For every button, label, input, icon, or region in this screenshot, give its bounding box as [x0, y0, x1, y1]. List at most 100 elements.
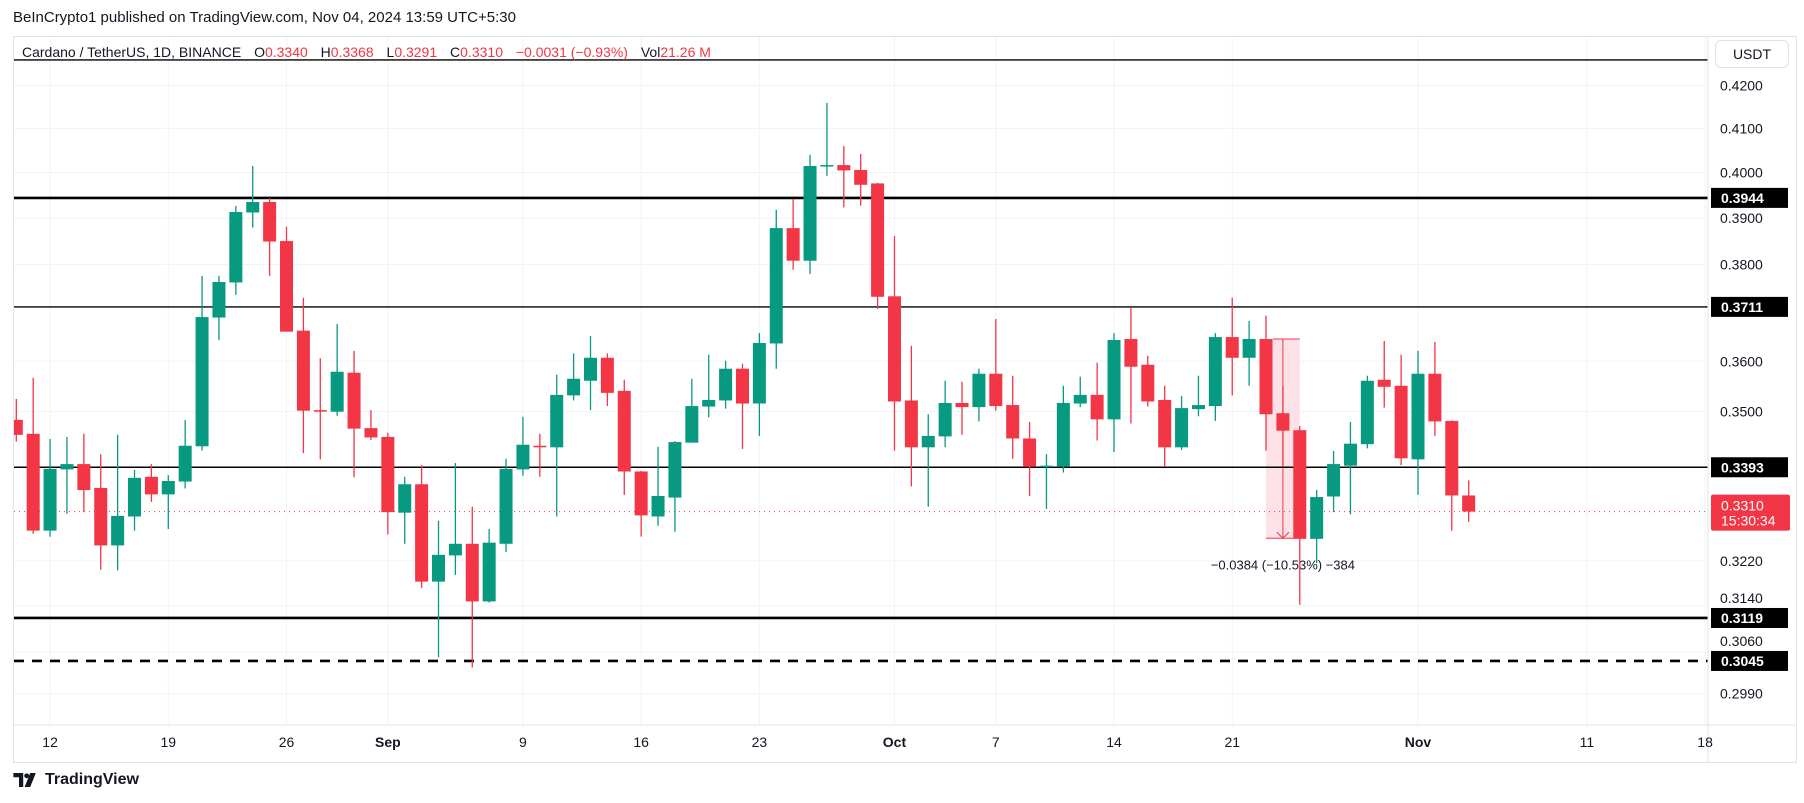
candle-down[interactable] [1124, 306, 1138, 424]
candle-up[interactable] [769, 209, 783, 369]
candle-body [1445, 420, 1459, 496]
candle-down[interactable] [735, 363, 749, 449]
candle-up[interactable] [651, 446, 665, 526]
candle-up[interactable] [43, 438, 57, 537]
candle-down[interactable] [955, 381, 969, 435]
candle-down[interactable] [296, 297, 310, 454]
candle-down[interactable] [280, 226, 294, 332]
candle-up[interactable] [111, 434, 125, 571]
candle-down[interactable] [871, 182, 885, 309]
candle-down[interactable] [634, 470, 648, 537]
candle-up[interactable] [178, 419, 192, 489]
candle-down[interactable] [904, 345, 918, 487]
candle-up[interactable] [161, 475, 175, 529]
candle-up[interactable] [229, 206, 243, 295]
candle-up[interactable] [448, 463, 462, 575]
candle-down[interactable] [1141, 355, 1155, 407]
candle-up[interactable] [702, 354, 716, 418]
candle-down[interactable] [887, 235, 901, 451]
candle-down[interactable] [1259, 315, 1273, 451]
candle-up[interactable] [752, 333, 766, 436]
price-axis[interactable]: 0.4200 0.4100 0.4000 0.3900 0.3800 0.3600 0.35… [1711, 77, 1790, 702]
candle-down[interactable] [989, 318, 1003, 411]
candle-body [617, 390, 631, 472]
candle-down[interactable] [1377, 340, 1391, 408]
candle-down[interactable] [786, 198, 800, 270]
candle-up[interactable] [1343, 421, 1357, 515]
candle-down[interactable] [533, 433, 547, 477]
candle-down[interactable] [1090, 362, 1104, 441]
footer-brand[interactable]: TradingView [13, 771, 139, 789]
candle-up[interactable] [972, 368, 986, 422]
candle-down[interactable] [837, 146, 851, 208]
time-axis[interactable]: 12 19 26 Sep 9 16 23 Oct 7 14 21 Nov 11 18 [42, 734, 1713, 750]
candle-down[interactable] [1428, 341, 1442, 436]
candle-down[interactable] [1394, 354, 1408, 466]
symbol-title[interactable]: Cardano / TetherUS, 1D, BINANCE [22, 44, 242, 60]
candle-down[interactable] [364, 410, 378, 441]
candle-up[interactable] [1107, 333, 1121, 453]
candle-up[interactable] [1039, 454, 1053, 509]
candle-up[interactable] [921, 414, 935, 507]
candle-down[interactable] [1225, 297, 1239, 396]
candle-down[interactable] [144, 464, 158, 502]
candle-down[interactable] [10, 398, 23, 442]
candle-up[interactable] [516, 416, 530, 476]
candle-down[interactable] [26, 377, 40, 534]
candle-down[interactable] [263, 197, 277, 276]
candle-up[interactable] [1310, 490, 1324, 564]
candle-up[interactable] [685, 378, 699, 443]
currency-button[interactable]: USDT [1715, 40, 1789, 68]
candle-up[interactable] [550, 374, 564, 517]
candle-up[interactable] [1056, 385, 1070, 473]
candle-down[interactable] [77, 433, 91, 513]
candle-up[interactable] [195, 275, 209, 451]
candle-up[interactable] [1411, 350, 1425, 495]
candle-up[interactable] [482, 528, 496, 603]
candle-down[interactable] [1293, 426, 1307, 605]
candle-up[interactable] [128, 469, 142, 531]
candle-up[interactable] [1073, 376, 1087, 408]
candle-up[interactable] [803, 154, 817, 274]
candle-up[interactable] [938, 380, 952, 448]
candle-down[interactable] [94, 454, 108, 570]
candle-up[interactable] [1208, 333, 1222, 421]
candle-up[interactable] [60, 436, 74, 514]
candle-down[interactable] [617, 379, 631, 495]
candle-down[interactable] [347, 350, 361, 478]
candle-down[interactable] [1158, 385, 1172, 467]
candle-up[interactable] [432, 520, 445, 658]
candle-up[interactable] [1175, 395, 1189, 450]
candle-down[interactable] [1023, 421, 1037, 496]
candle-down[interactable] [313, 358, 327, 460]
candle-up[interactable] [246, 165, 260, 228]
candle-up[interactable] [499, 458, 513, 553]
candle-down[interactable] [854, 153, 868, 206]
candle-down[interactable] [600, 353, 614, 407]
candle-up[interactable] [1191, 375, 1205, 417]
candle-down[interactable] [1006, 375, 1020, 459]
plot-area[interactable]: −0.0384 (−10.53%) −384 [10, 59, 1708, 668]
candle-up[interactable] [212, 275, 226, 341]
candle-down[interactable] [381, 432, 395, 535]
candle-down[interactable] [1462, 480, 1476, 522]
candle-down[interactable] [415, 465, 429, 588]
candle-up[interactable] [330, 323, 344, 416]
candle-up[interactable] [567, 353, 581, 401]
candle-up[interactable] [398, 476, 412, 544]
candle-down[interactable] [1276, 385, 1290, 467]
candle-down[interactable] [1445, 420, 1459, 531]
time-tick-label: 23 [752, 734, 768, 750]
candle-up[interactable] [668, 441, 682, 532]
candle-up[interactable] [719, 360, 733, 409]
candle-up[interactable] [583, 336, 597, 411]
candle-up[interactable] [820, 102, 834, 176]
candle-up[interactable] [1327, 450, 1341, 513]
candle-up[interactable] [1242, 320, 1256, 386]
candle-up[interactable] [1360, 375, 1374, 449]
time-tick-label: Oct [883, 734, 907, 750]
candle-down[interactable] [465, 506, 479, 668]
volume-label: Vol [640, 44, 661, 60]
chart-frame [13, 36, 1797, 763]
